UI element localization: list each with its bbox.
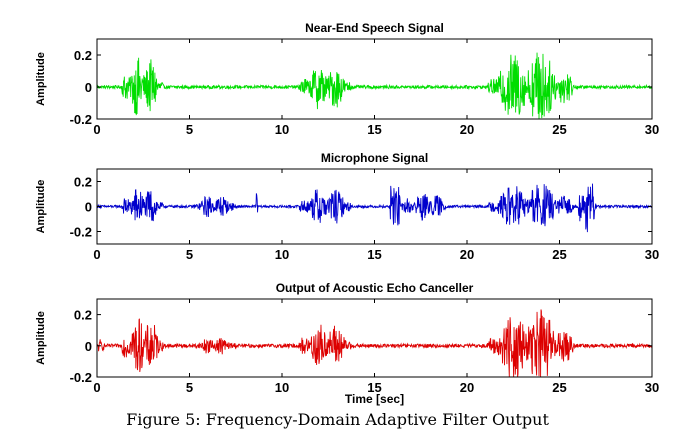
x-tick-label: 15 [367,122,381,137]
x-tick-label: 5 [186,122,193,137]
chart-title: Output of Acoustic Echo Canceller [276,281,474,295]
x-tick-label: 0 [93,122,100,137]
signal-line [96,183,653,233]
chart-panel-3: Output of Acoustic Echo Canceller 0 5 10 15 2… [35,281,659,406]
x-tick-label: 15 [367,380,381,395]
x-axis-label: Time [sec] [345,392,404,406]
x-tick-label: 25 [552,380,566,395]
x-tick-label: 0 [93,380,100,395]
chart-title: Microphone Signal [321,151,428,165]
x-tick-label: 15 [367,247,381,262]
y-tick-label: 0 [85,80,92,95]
y-tick-label: 0.2 [74,308,92,323]
y-tick-label: 0.2 [74,48,92,63]
signal-line [96,309,653,378]
x-tick-label: 20 [460,122,474,137]
chart-title: Near-End Speech Signal [305,21,444,35]
x-tick-label: 10 [275,122,289,137]
x-tick-label: 20 [460,247,474,262]
x-tick-label: 5 [186,247,193,262]
x-tick-label: 10 [275,380,289,395]
signal-line [96,52,653,120]
x-tick-label: 5 [186,380,193,395]
figure-caption: Figure 5: Frequency-Domain Adaptive Filt… [126,410,549,429]
x-tick-label: 10 [275,247,289,262]
x-tick-label: 25 [552,247,566,262]
y-tick-label: -0.2 [70,225,92,240]
x-tick-label: 20 [460,380,474,395]
axes-frame [96,298,653,378]
x-tick-label: 30 [645,122,659,137]
y-tick-label: -0.2 [70,370,92,385]
x-tick-label: 30 [645,247,659,262]
x-tick-label: 30 [645,380,659,395]
y-axis-label: Amplitude [35,180,47,234]
y-tick-label: 0 [85,200,92,215]
y-tick-label: 0 [85,339,92,354]
x-tick-label: 0 [93,247,100,262]
y-tick-label: -0.2 [70,112,92,127]
x-tick-label: 25 [552,122,566,137]
y-axis-label: Amplitude [35,311,47,365]
y-axis-label: Amplitude [35,52,47,106]
y-tick-label: 0.2 [74,175,92,190]
